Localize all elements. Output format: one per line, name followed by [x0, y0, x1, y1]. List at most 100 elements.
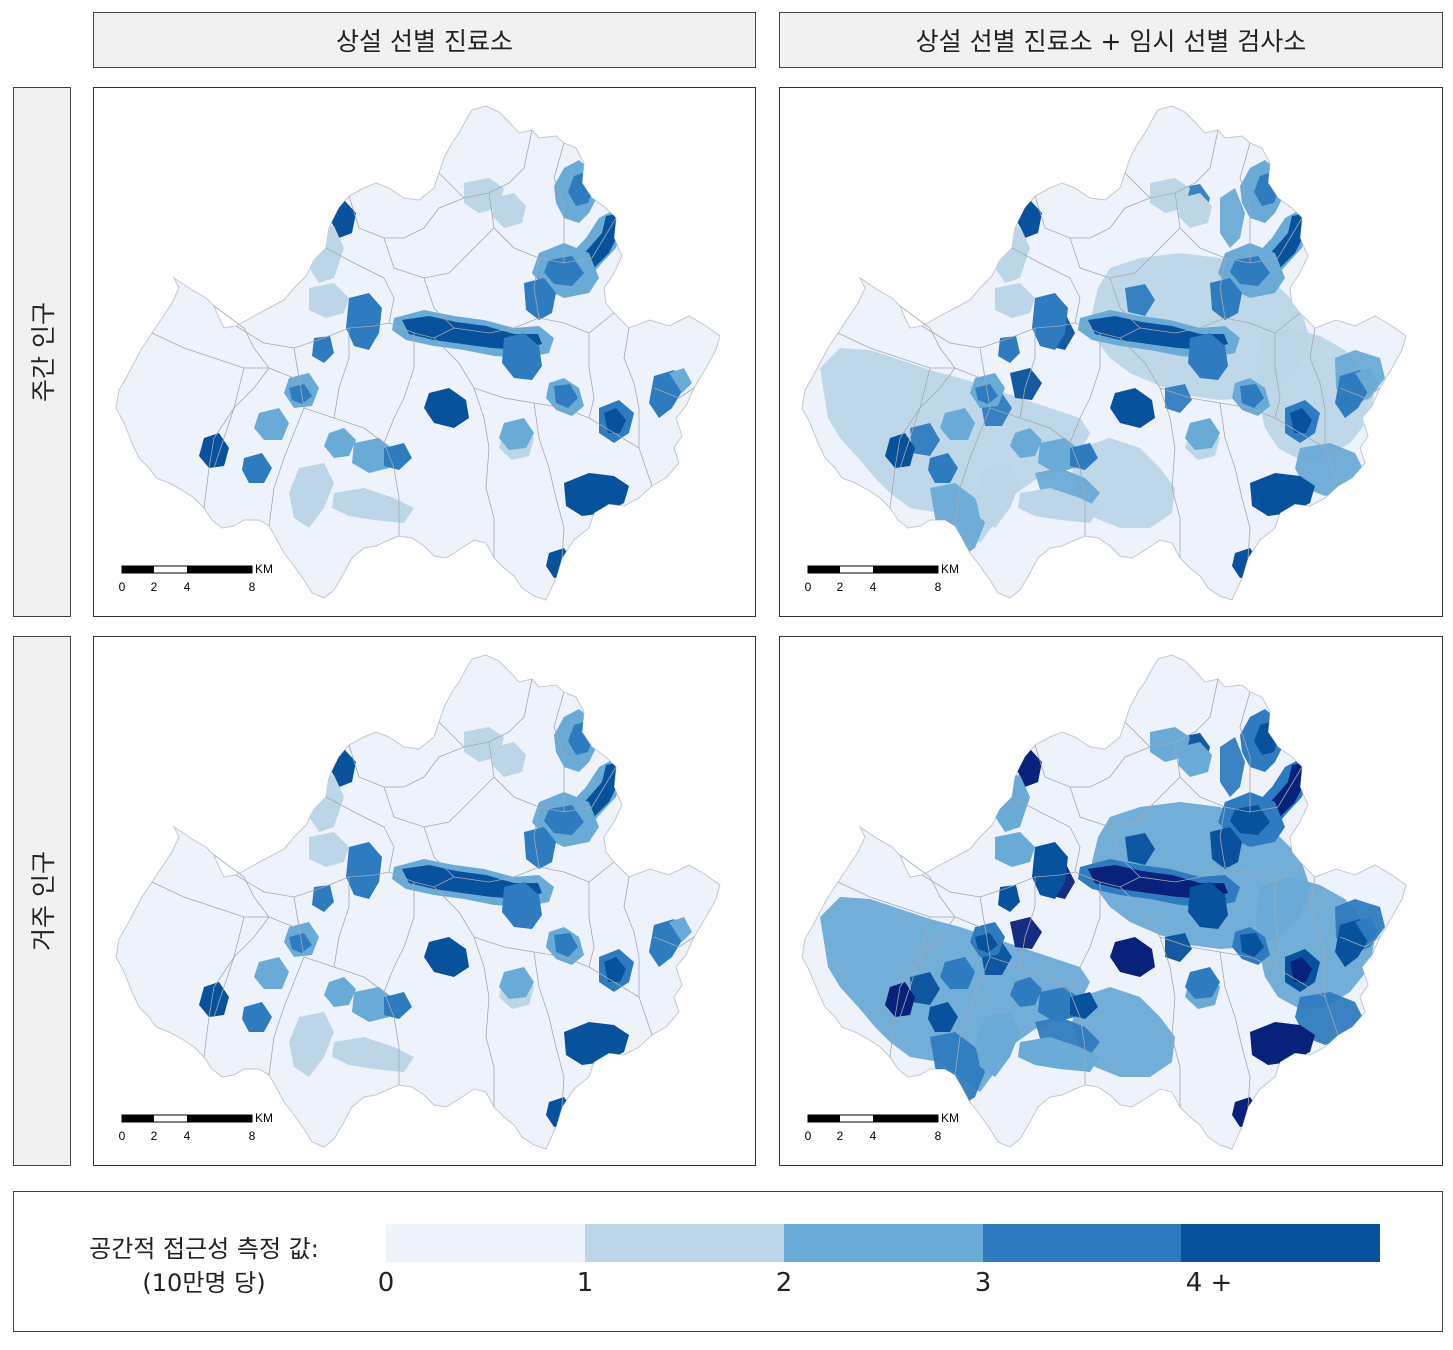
scale-bar-unit: KM: [941, 562, 959, 576]
legend-title: 공간적 접근성 측정 값: (10만명 당): [44, 1232, 364, 1300]
district-boundary: [588, 882, 595, 968]
access-zone: [1185, 418, 1220, 450]
district-boundary: [383, 333, 415, 444]
access-zone: [1038, 987, 1080, 1022]
access-zone: [242, 453, 272, 483]
district-boundary: [235, 322, 455, 349]
access-zone: [940, 957, 975, 989]
accessibility-zones: [199, 160, 692, 578]
scale-bar-segment: [808, 566, 840, 573]
district-boundary: [588, 333, 595, 419]
legend-tick-0: 0: [377, 1268, 395, 1298]
access-zone: [1070, 443, 1098, 470]
district-boundary: [423, 277, 615, 334]
scale-bar-tick-label: 0: [119, 580, 126, 594]
scale-bar-tick-label: 2: [151, 580, 158, 594]
access-zone: [885, 433, 915, 468]
access-zone: [289, 933, 312, 953]
scale-bar-unit: KM: [255, 562, 273, 576]
map-svg: 0 2 4 8 KM: [801, 654, 1407, 1150]
district-boundary: [899, 305, 956, 369]
access-zone: [1178, 193, 1212, 228]
district-boundary: [151, 881, 269, 918]
district-boundary: [213, 854, 270, 918]
access-zone: [289, 1012, 334, 1077]
access-zone: [352, 438, 394, 473]
district-boundary: [383, 776, 495, 828]
legend-bin-3: [983, 1224, 1181, 1262]
legend-bin-1: [585, 1224, 784, 1262]
district-boundary: [213, 916, 245, 1018]
access-zone: [604, 408, 626, 433]
map-layer: [801, 654, 1407, 1150]
access-zone: [1230, 805, 1270, 835]
district-boundary: [325, 796, 395, 873]
map-svg: 0 2 4 8 KM: [801, 105, 1407, 601]
district-boundary: [1274, 882, 1281, 968]
district-boundary: [473, 936, 653, 1036]
access-zone: [1188, 882, 1228, 929]
legend: 공간적 접근성 측정 값: (10만명 당) 0 1 2 3 4 +: [13, 1191, 1443, 1332]
district-boundary: [333, 877, 350, 968]
scale-bar-segment: [122, 1115, 154, 1122]
legend-title-line2: (10만명 당): [142, 1269, 266, 1297]
district-boundary: [433, 337, 495, 558]
map-layer: [115, 105, 721, 601]
scale-bar-tick-label: 2: [837, 1129, 844, 1143]
district-boundary: [488, 741, 617, 813]
district-boundary: [268, 896, 305, 1076]
column-header-permanent-plus-temporary: 상설 선별 진료소 + 임시 선별 검사소: [779, 12, 1443, 68]
access-zone: [1210, 278, 1242, 320]
district-boundary: [473, 387, 653, 487]
access-zone: [1290, 408, 1312, 433]
access-zone: [384, 992, 412, 1019]
access-zone: [492, 742, 526, 777]
district-boundary: [899, 916, 931, 1018]
access-zone: [928, 453, 958, 483]
seoul-outline: [115, 654, 721, 1150]
scale-bar: 0 2 4 8 KM: [119, 562, 273, 594]
access-zone: [975, 1012, 1020, 1077]
access-zone: [554, 384, 578, 408]
scale-bar-tick-label: 4: [870, 580, 877, 594]
district-boundary: [553, 142, 565, 263]
scale-bar-tick-label: 4: [184, 580, 191, 594]
district-boundary: [1069, 227, 1181, 279]
access-zone: [312, 336, 334, 363]
district-boundary: [837, 332, 955, 369]
district-boundary: [1069, 776, 1181, 828]
scale-bar-tick-label: 8: [249, 580, 256, 594]
access-zone: [524, 827, 556, 869]
row-label-daytime-population: 주간 인구: [13, 87, 71, 617]
access-zone: [910, 972, 940, 1005]
district-boundary: [268, 347, 305, 527]
district-boundary: [433, 886, 495, 1107]
access-zone: [384, 443, 412, 470]
scale-bar-tick-label: 8: [935, 580, 942, 594]
column-header-label: 상설 선별 진료소 + 임시 선별 검사소: [915, 27, 1307, 56]
district-boundary: [954, 896, 991, 1076]
legend-tick-2: 2: [775, 1268, 793, 1298]
access-zone: [1240, 384, 1264, 408]
access-zone: [499, 967, 534, 999]
district-boundary: [1219, 951, 1251, 1108]
access-zone: [995, 832, 1035, 867]
access-zone: [1032, 293, 1068, 350]
legend-title-line1: 공간적 접근성 측정 값:: [89, 1235, 319, 1263]
district-boundary: [533, 257, 540, 319]
access-zone: [502, 882, 542, 929]
district-boundary: [1011, 796, 1081, 873]
access-zone: [544, 256, 584, 286]
access-zone: [1010, 428, 1042, 458]
access-zone: [1188, 333, 1228, 380]
access-zone: [312, 885, 334, 912]
district-boundary: [837, 881, 955, 918]
district-boundary: [1069, 882, 1101, 993]
district-boundary: [1069, 333, 1101, 444]
district-boundary: [899, 367, 931, 469]
scale-bar-unit: KM: [255, 1111, 273, 1125]
access-zone: [1070, 992, 1098, 1019]
access-zone: [1110, 937, 1155, 977]
access-zone: [1165, 384, 1192, 413]
access-zone: [309, 832, 349, 867]
